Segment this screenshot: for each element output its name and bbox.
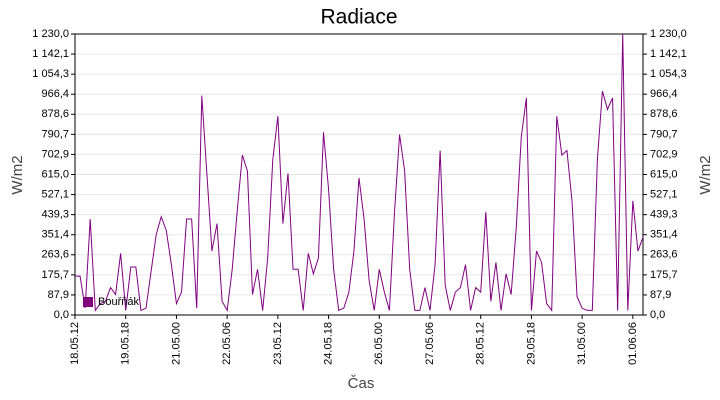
y-tick-label: 527,1 (41, 188, 69, 200)
y2-tick-label: 966,4 (650, 88, 678, 100)
y2-tick-label: 1 142,1 (650, 48, 687, 60)
y-tick-label: 0,0 (54, 309, 69, 321)
y2-tick-label: 702,9 (650, 148, 678, 160)
chart-title: Radiace (320, 6, 397, 29)
y2-tick-label: 878,6 (650, 108, 678, 120)
x-tick-label: 01.06.06 (627, 322, 639, 365)
y-tick-label: 1 142,1 (32, 48, 69, 60)
y-tick-label: 351,4 (41, 229, 69, 241)
y2-tick-label: 175,7 (650, 269, 678, 281)
y2-tick-label: 0,0 (650, 309, 665, 321)
x-tick-label: 22.05.06 (221, 322, 233, 365)
x-tick-label: 21.05.00 (170, 322, 182, 365)
y2-tick-label: 439,3 (650, 209, 678, 221)
y-tick-label: 439,3 (41, 209, 69, 221)
legend-label: Bouřňák (98, 296, 139, 308)
y2-tick-label: 615,0 (650, 168, 678, 180)
y-tick-label: 175,7 (41, 269, 69, 281)
y-tick-label: 615,0 (41, 168, 69, 180)
y2-tick-label: 1 230,0 (650, 28, 687, 40)
plot-frame (74, 33, 644, 316)
x-tick-label: 18.05.12 (69, 322, 81, 365)
y2-tick-label: 351,4 (650, 229, 678, 241)
y-tick-label: 702,9 (41, 148, 69, 160)
y-tick-label: 87,9 (48, 289, 69, 301)
x-axis-title: Čas (348, 375, 375, 392)
x-tick-label: 23.05.12 (272, 322, 284, 365)
data-line (75, 33, 644, 313)
x-tick-label: 28.05.12 (475, 322, 487, 365)
y-tick-label: 966,4 (41, 88, 69, 100)
y-tick-label: 790,7 (41, 128, 69, 140)
y-axis-title: W/m2 (9, 155, 26, 194)
x-tick-label: 27.05.06 (424, 322, 436, 365)
x-tick-label: 24.05.18 (322, 322, 334, 365)
y-tick-label: 1 054,3 (32, 68, 69, 80)
x-tick-label: 29.05.18 (525, 322, 537, 365)
y-tick-label: 878,6 (41, 108, 69, 120)
x-tick-label: 31.05.00 (576, 322, 588, 365)
y2-tick-label: 1 054,3 (650, 68, 687, 80)
y-tick-label: 1 230,0 (32, 28, 69, 40)
x-tick-label: 26.05.00 (373, 322, 385, 365)
y2-tick-label: 790,7 (650, 128, 678, 140)
y2-axis-title: W/m2 (697, 155, 714, 194)
y2-tick-label: 87,9 (650, 289, 671, 301)
legend-swatch (83, 297, 93, 307)
y-tick-label: 263,6 (41, 249, 69, 261)
y2-tick-label: 263,6 (650, 249, 678, 261)
y2-tick-label: 527,1 (650, 188, 678, 200)
x-tick-label: 19.05.18 (120, 322, 132, 365)
